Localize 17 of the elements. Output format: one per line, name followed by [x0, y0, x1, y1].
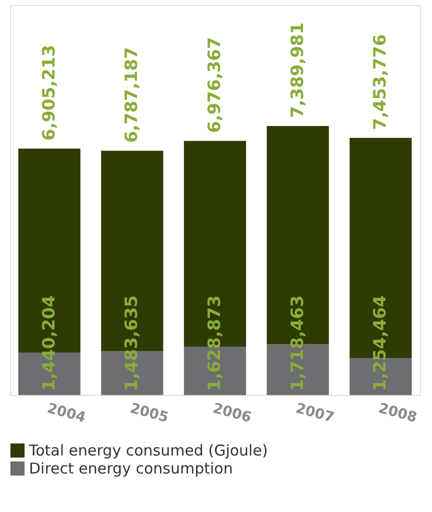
x-tick-label: 2005: [128, 400, 170, 426]
legend-label: Total energy consumed (Gjoule): [28, 442, 268, 460]
data-label: 1,483,635: [122, 295, 142, 391]
x-tick-label: 2004: [45, 400, 88, 426]
x-tick-label: 2008: [376, 400, 419, 426]
data-label: 7,453,776: [370, 34, 391, 130]
data-label: 6,976,367: [205, 37, 225, 133]
data-label: 6,905,213: [39, 44, 60, 141]
data-label: 1,628,873: [205, 295, 225, 391]
legend-label: Direct energy consumption: [29, 460, 233, 478]
data-label: 1,718,463: [288, 295, 308, 391]
data-label: 1,254,464: [370, 295, 391, 391]
data-label: 6,787,187: [122, 47, 142, 143]
data-label: 1,440,204: [39, 295, 60, 391]
data-label: 7,389,981: [288, 22, 308, 118]
x-tick-label: 2006: [211, 400, 253, 426]
x-tick-label: 2007: [294, 400, 336, 426]
